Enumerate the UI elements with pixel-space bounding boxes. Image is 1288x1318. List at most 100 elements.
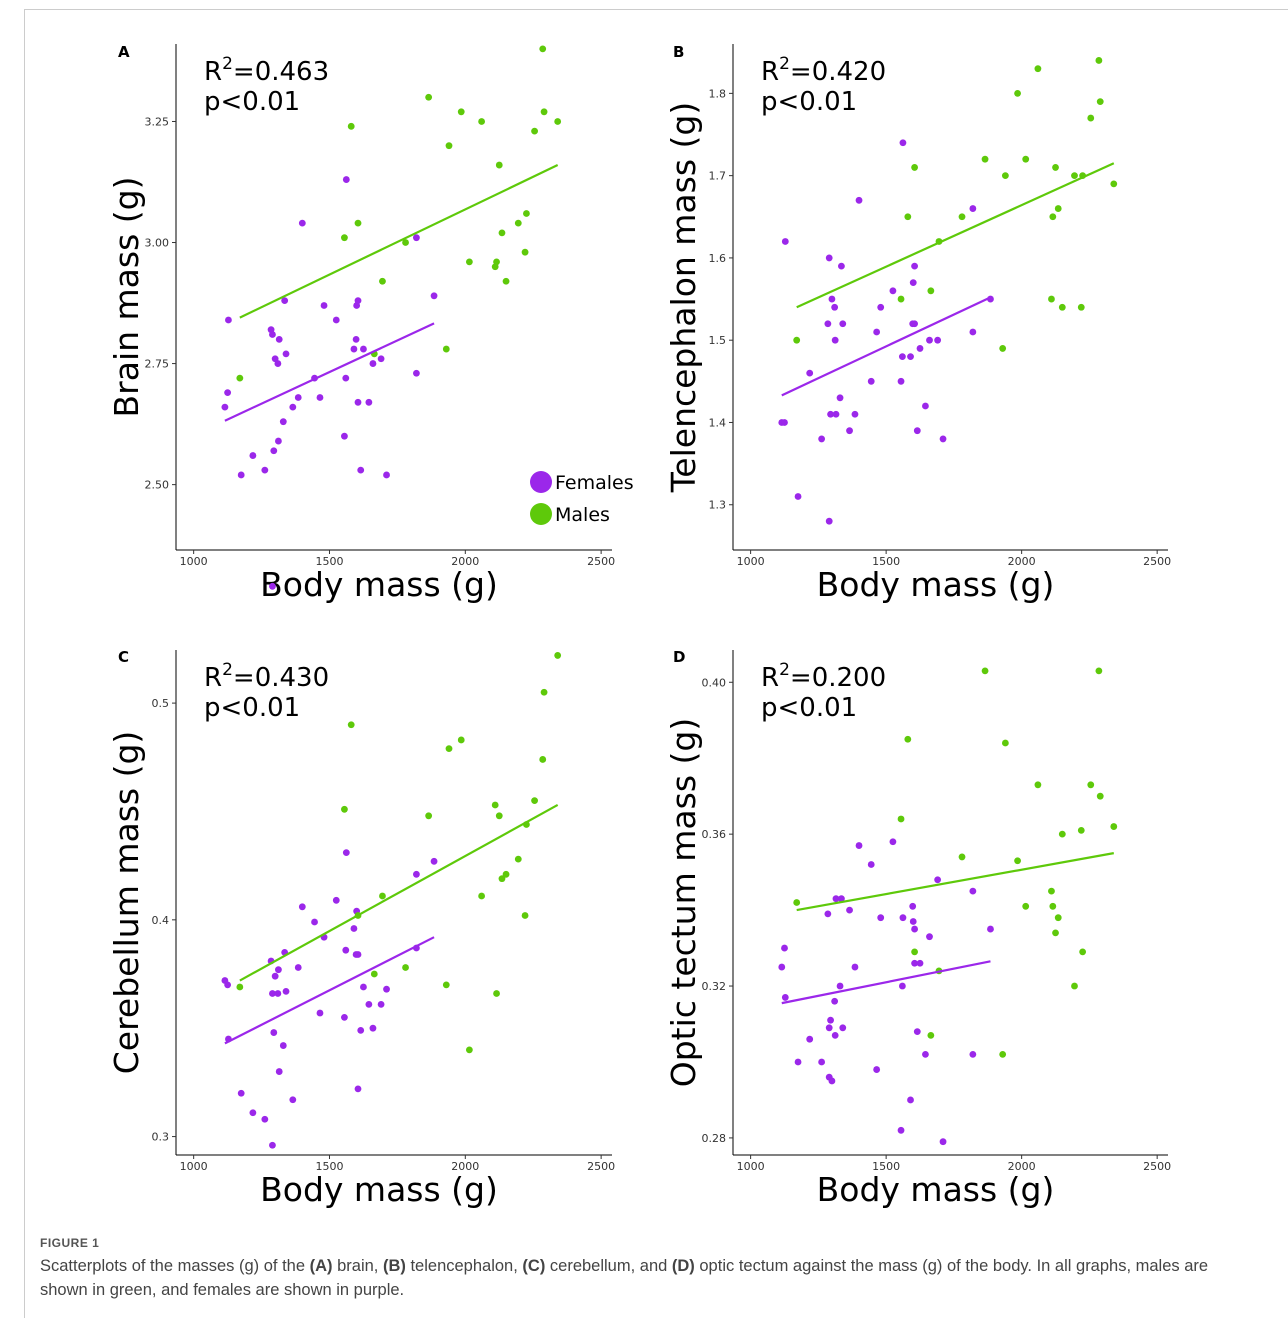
panel-c-point-males <box>498 875 506 883</box>
panel-b-point-males <box>1001 172 1009 180</box>
panel-b-point-males <box>1054 205 1062 212</box>
panel-a-legend: Females Males <box>530 471 634 526</box>
panel-a-y-tick-label: 3.25 <box>145 115 170 128</box>
panel-a-r2-prefix: R <box>204 57 222 87</box>
panel-a-point-females <box>413 234 420 242</box>
panel-d-y-tick-label: 0.28 <box>702 1132 727 1145</box>
panel-a-point-males <box>521 248 529 256</box>
panel-d-point-females <box>836 982 844 990</box>
panel-b-series-males <box>793 57 1118 352</box>
panel-b-point-females <box>831 303 839 311</box>
panel-d-x-tick-label: 1500 <box>872 1160 900 1173</box>
side-rule <box>24 9 25 1318</box>
panel-c-point-males <box>370 970 378 978</box>
panel-b-y-tick-label: 1.8 <box>709 87 727 100</box>
panel-a-point-males <box>354 219 362 227</box>
panel-c-point-males <box>502 870 510 878</box>
panel-a-point-males <box>445 142 453 150</box>
figure-label: FIGURE 1 <box>40 1236 100 1250</box>
panel-c-point-females <box>270 1029 278 1036</box>
panel-c-point-females <box>261 1115 269 1123</box>
figure-caption: Scatterplots of the masses (g) of the (A… <box>40 1254 1260 1302</box>
panel-a-point-females <box>281 297 289 305</box>
panel-b-point-males <box>1095 57 1103 64</box>
panel-d-letter: D <box>673 648 685 666</box>
panel-b-point-females <box>838 262 845 270</box>
panel-c-r2-sup: 2 <box>222 660 233 680</box>
panel-d-point-females <box>855 842 863 849</box>
panel-b-y-axis-title: Telencephalon mass (g) <box>664 102 703 493</box>
panel-b-point-females <box>898 353 906 361</box>
panel-b-point-females <box>911 320 918 328</box>
panel-c-point-males <box>521 912 529 919</box>
panel-c-point-females <box>289 1096 297 1104</box>
panel-b-r2-text: R2=0.420 <box>761 54 886 87</box>
caption-a-tag: (A) <box>309 1257 333 1275</box>
panel-a-point-males <box>502 277 510 285</box>
panel-d-point-females <box>781 994 789 1001</box>
panel-c-y-axis-title: Cerebellum mass (g) <box>107 731 146 1075</box>
caption-pre: Scatterplots of the masses (g) of the <box>40 1257 310 1275</box>
panel-a-point-males <box>379 277 386 285</box>
panel-b-point-females <box>907 353 914 361</box>
panel-b-point-females <box>922 402 929 410</box>
panel-c-point-males <box>539 756 547 763</box>
panel-a-letter: A <box>118 43 130 61</box>
panel-a-point-females <box>261 466 269 474</box>
panel-b-y-tick-label: 1.6 <box>709 252 727 265</box>
panel-c-point-females <box>294 964 302 971</box>
panel-c-point-females <box>279 1042 287 1049</box>
panel-d-point-females <box>889 838 897 846</box>
panel-b-point-females <box>839 320 847 328</box>
caption-d-text: optic tectum against the mass (g) of the… <box>40 1257 1209 1299</box>
panel-d-point-males <box>1110 823 1118 830</box>
panel-a-point-males <box>540 108 548 116</box>
panel-d-series-males <box>793 667 1118 1058</box>
panel-b-r2-sup: 2 <box>779 54 790 74</box>
panel-b-point-males <box>1087 114 1095 122</box>
panel-a-point-males <box>347 122 355 130</box>
panel-a-y-tick-label: 2.50 <box>145 479 170 492</box>
panel-a-fit-line-males <box>239 164 559 319</box>
panel-b-point-males <box>904 213 912 221</box>
panel-d-y-axis-title: Optic tectum mass (g) <box>664 718 703 1087</box>
panel-b-point-males <box>1049 213 1057 221</box>
panel-d-point-males <box>1071 982 1078 990</box>
panel-a-point-males <box>402 239 409 246</box>
panel-b-point-males <box>1014 89 1021 97</box>
panel-a-point-males <box>523 210 530 217</box>
panel-b-point-females <box>889 287 897 295</box>
panel-b-point-females <box>855 196 863 204</box>
panel-a-x-tick-label: 2500 <box>587 555 615 568</box>
panel-a-point-females <box>354 398 362 406</box>
panel-d-point-females <box>824 910 832 918</box>
panel-a-point-males <box>457 108 465 116</box>
panel-d-point-males <box>1079 948 1087 956</box>
panel-b-point-females <box>781 419 788 426</box>
panel-b-point-females <box>969 328 977 336</box>
panel-d-point-males <box>1095 667 1103 675</box>
panel-d-point-males <box>1001 739 1009 747</box>
panel-c-point-females <box>341 1013 348 1021</box>
panel-c-p-text: p<0.01 <box>204 693 300 723</box>
panel-c-point-females <box>224 981 232 989</box>
panel-c-point-females <box>365 1000 373 1008</box>
panel-c-x-tick-label: 1500 <box>315 1160 343 1173</box>
panel-b-point-males <box>1058 303 1066 311</box>
panel-d-point-females <box>899 914 907 922</box>
panel-b-y-tick-label: 1.4 <box>709 416 727 429</box>
panel-a-point-females <box>413 369 420 377</box>
panel-a-y-tick-label: 2.75 <box>145 358 170 371</box>
panel-c-r2-prefix: R <box>204 663 222 693</box>
panel-c-point-males <box>540 688 548 696</box>
panel-c-point-females <box>357 1026 365 1034</box>
panel-c-point-males <box>493 990 500 997</box>
caption-b-tag: (B) <box>382 1257 406 1275</box>
panel-a-point-females <box>369 360 377 367</box>
panel-a-point-females <box>289 403 297 411</box>
panel-c-point-females <box>282 987 290 995</box>
caption-c-text: cerebellum, and <box>545 1257 672 1275</box>
panel-b-point-males <box>1077 303 1085 311</box>
panel-d-x-tick-label: 2500 <box>1143 1160 1171 1173</box>
